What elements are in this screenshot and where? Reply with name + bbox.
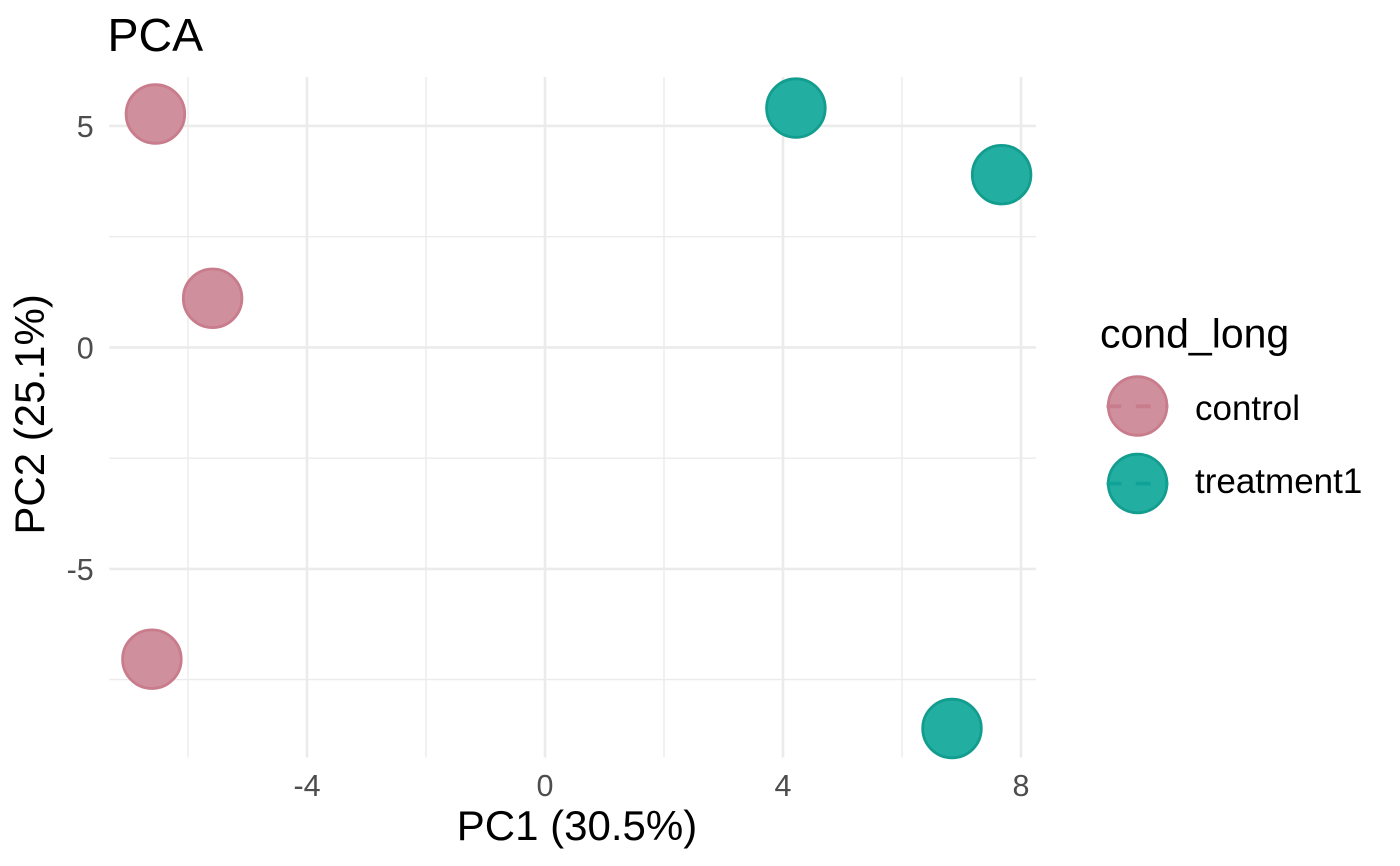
- svg-text:treatment1: treatment1: [1195, 462, 1362, 501]
- svg-text:-4: -4: [293, 769, 320, 803]
- svg-text:PC2 (25.1%): PC2 (25.1%): [6, 294, 53, 534]
- svg-text:cond_long: cond_long: [1100, 311, 1289, 357]
- svg-text:8: 8: [1013, 769, 1030, 803]
- svg-text:0: 0: [537, 769, 554, 803]
- svg-text:4: 4: [775, 769, 792, 803]
- svg-text:PC1 (30.5%): PC1 (30.5%): [457, 802, 697, 849]
- svg-text:-5: -5: [67, 553, 94, 587]
- svg-text:PCA: PCA: [108, 9, 204, 61]
- svg-text:5: 5: [77, 110, 94, 144]
- svg-text:0: 0: [77, 331, 94, 365]
- svg-text:control: control: [1195, 389, 1300, 428]
